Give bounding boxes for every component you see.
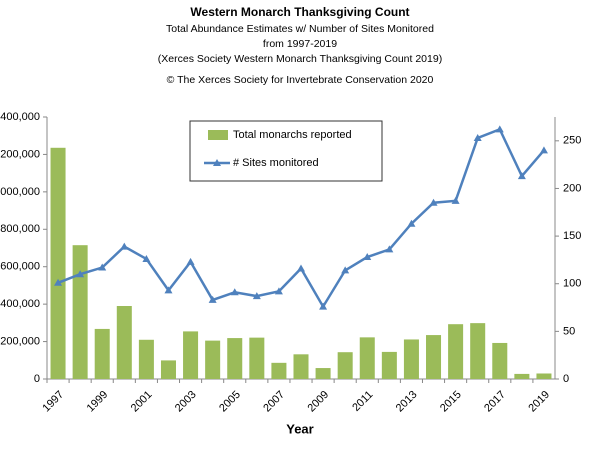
bar <box>470 323 486 379</box>
line-marker <box>54 278 63 286</box>
y2-tick-label: 100 <box>563 278 581 290</box>
line-marker <box>208 295 217 303</box>
line-marker <box>341 266 350 274</box>
line-marker <box>319 302 328 310</box>
bar <box>293 354 309 379</box>
x-tick-label: 2001 <box>129 389 155 415</box>
line-marker <box>429 198 438 206</box>
legend-label: Total monarchs reported <box>233 129 352 141</box>
y2-tick-label: 250 <box>563 135 581 147</box>
line-marker <box>186 257 195 265</box>
x-tick-label: 2007 <box>261 389 287 415</box>
chart-subtitle: from 1997-2019 <box>263 38 337 50</box>
bar <box>94 328 110 379</box>
y-tick-label: 1,400,000 <box>0 111 40 123</box>
chart-credit: © The Xerces Society for Invertebrate Co… <box>167 74 434 86</box>
y-tick-label: 400,000 <box>0 298 40 310</box>
chart-title: Western Monarch Thanksgiving Count <box>190 5 409 19</box>
bar <box>536 373 552 379</box>
x-tick-label: 2009 <box>305 389 331 415</box>
chart-subtitle: (Xerces Society Western Monarch Thanksgi… <box>158 53 442 65</box>
y2-tick-label: 200 <box>563 182 581 194</box>
y2-tick-label: 50 <box>563 325 575 337</box>
bar <box>359 337 375 379</box>
bar <box>72 245 88 379</box>
x-tick-label: 1997 <box>40 389 66 415</box>
line-marker <box>230 288 239 296</box>
y2-tick-label: 0 <box>563 373 569 385</box>
line-marker <box>539 146 548 154</box>
bar <box>381 351 397 379</box>
x-tick-label: 2015 <box>438 389 464 415</box>
y-tick-label: 600,000 <box>0 261 40 273</box>
line-marker <box>164 286 173 294</box>
x-tick-label: 2013 <box>394 389 420 415</box>
line-marker <box>252 292 261 300</box>
bar <box>403 339 419 379</box>
line-marker <box>142 254 151 262</box>
chart-subtitle: Total Abundance Estimates w/ Number of S… <box>166 23 434 35</box>
line-marker <box>274 287 283 295</box>
line-marker <box>451 196 460 204</box>
x-tick-label: 2003 <box>173 389 199 415</box>
bar <box>315 368 331 379</box>
bar <box>337 352 353 379</box>
line-marker <box>120 242 129 250</box>
line-marker <box>473 133 482 141</box>
y-tick-label: 800,000 <box>0 223 40 235</box>
bar <box>227 338 243 379</box>
x-tick-label: 2019 <box>526 389 552 415</box>
legend-label: # Sites monitored <box>233 157 319 169</box>
line-marker <box>495 125 504 133</box>
legend-marker <box>213 159 221 166</box>
bar <box>514 373 530 379</box>
line-marker <box>407 219 416 227</box>
line-marker <box>517 172 526 180</box>
y2-tick-label: 150 <box>563 230 581 242</box>
line-marker <box>297 264 305 272</box>
line-marker <box>76 270 85 278</box>
bar <box>160 360 176 379</box>
bar <box>271 362 287 379</box>
x-tick-label: 2011 <box>350 389 375 414</box>
line-marker <box>363 253 372 261</box>
x-tick-label: 1999 <box>85 389 111 415</box>
bar <box>205 340 221 379</box>
bar <box>116 306 132 379</box>
legend-swatch <box>208 130 228 140</box>
line-marker <box>98 263 107 271</box>
bar <box>138 339 154 379</box>
line-marker <box>385 245 394 253</box>
bar <box>448 324 464 379</box>
x-tick-label: 2017 <box>482 389 508 415</box>
y-tick-label: 1,000,000 <box>0 186 40 198</box>
y-tick-label: 1,200,000 <box>0 148 40 160</box>
bar <box>426 335 442 379</box>
x-axis-title: Year <box>286 421 313 436</box>
bar <box>249 337 265 379</box>
bar <box>492 342 508 379</box>
y-tick-label: 200,000 <box>0 335 40 347</box>
bar <box>50 147 66 379</box>
bar <box>183 331 199 379</box>
y-tick-label: 0 <box>34 373 40 385</box>
x-tick-label: 2005 <box>217 389 243 415</box>
